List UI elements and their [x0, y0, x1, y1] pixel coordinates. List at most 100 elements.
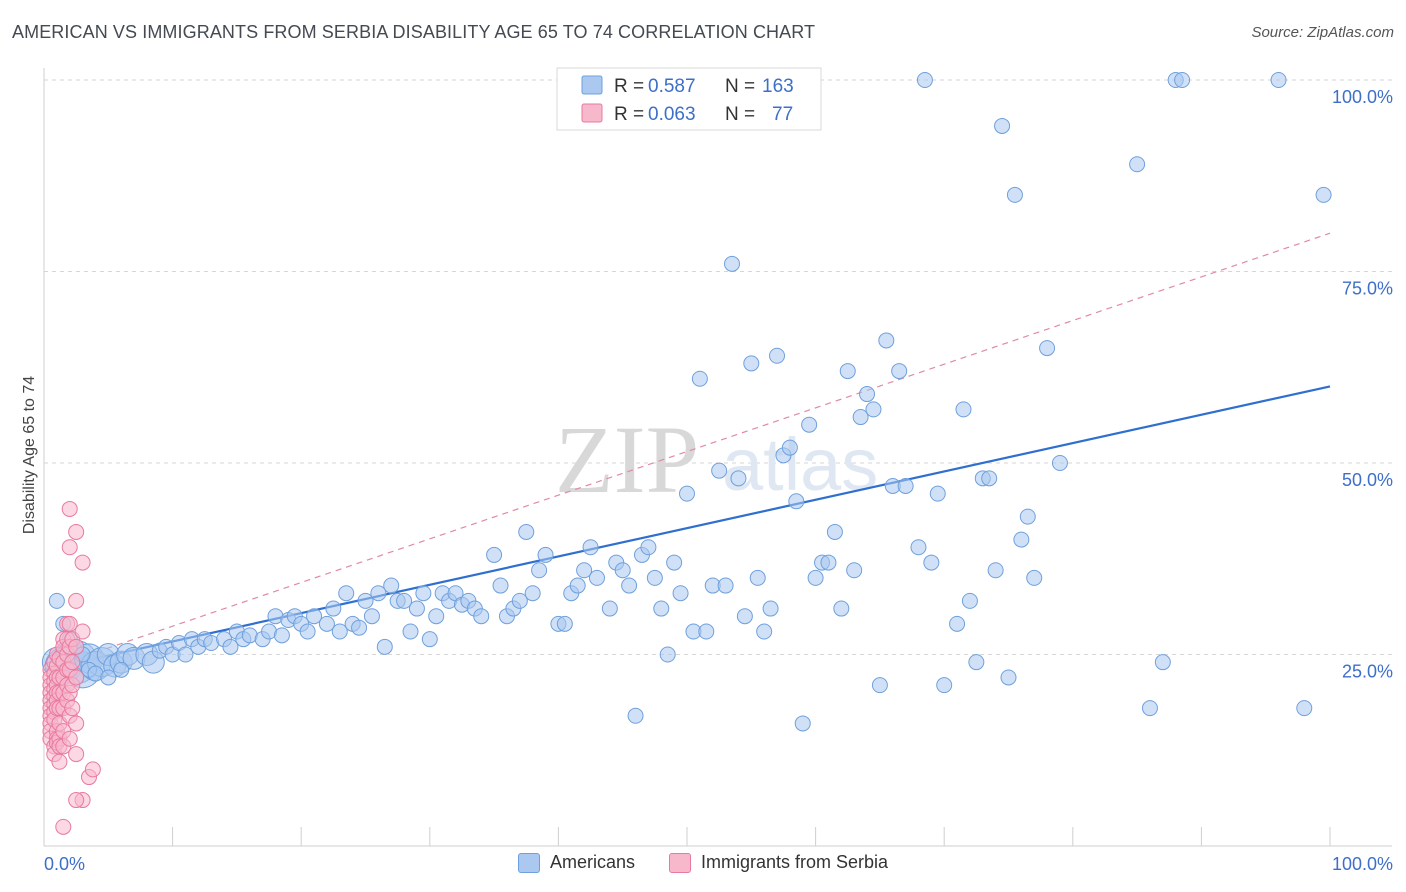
americans-point: [833, 600, 850, 617]
americans-point: [588, 569, 605, 586]
americans-point: [724, 255, 741, 272]
grid-layer: [44, 79, 1392, 655]
americans-point: [376, 638, 393, 655]
y-tick-label-3: 100.0%: [1332, 87, 1393, 107]
americans-point: [222, 638, 239, 655]
serbia-point: [74, 554, 91, 571]
y-axis-label: Disability Age 65 to 74: [21, 376, 38, 534]
americans-point: [949, 615, 966, 632]
americans-point: [1296, 700, 1313, 717]
serbia-point: [51, 753, 68, 770]
americans-point: [807, 569, 824, 586]
americans-point: [878, 332, 895, 349]
americans-point: [769, 347, 786, 364]
americans-point: [717, 577, 734, 594]
americans-point: [351, 619, 368, 636]
americans-point: [100, 669, 117, 686]
americans-point: [338, 585, 355, 602]
americans-point: [531, 562, 548, 579]
americans-point: [743, 355, 760, 372]
americans-point: [1006, 186, 1023, 203]
americans-point: [891, 363, 908, 380]
americans-point: [627, 707, 644, 724]
americans-point: [659, 646, 676, 663]
americans-point: [428, 608, 445, 625]
americans-point: [1154, 654, 1171, 671]
americans-point: [852, 409, 869, 426]
americans-point: [968, 654, 985, 671]
americans-point: [486, 546, 503, 563]
legend-r-label-1: R =: [614, 76, 644, 97]
legend-r-value-2: 0.063: [648, 104, 696, 125]
americans-point: [981, 470, 998, 487]
americans-point: [299, 623, 316, 640]
serbia-point: [61, 500, 78, 517]
serbia-point: [64, 700, 81, 717]
serbia-point: [68, 715, 85, 732]
americans-point: [473, 608, 490, 625]
americans-point: [511, 592, 528, 609]
serbia-point: [61, 730, 78, 747]
americans-point: [749, 569, 766, 586]
americans-point: [994, 117, 1011, 134]
americans-point: [408, 600, 425, 617]
americans-point: [846, 562, 863, 579]
americans-point: [370, 585, 387, 602]
americans-point: [756, 623, 773, 640]
americans-point: [576, 562, 593, 579]
axes-layer: [43, 68, 1392, 847]
americans-point: [357, 592, 374, 609]
serbia-point: [74, 623, 91, 640]
americans-points: [41, 72, 1332, 732]
legend-swatch-serbia: [581, 103, 603, 123]
americans-point: [177, 646, 194, 663]
americans-point: [325, 600, 342, 617]
americans-point: [897, 477, 914, 494]
americans-point: [1141, 700, 1158, 717]
americans-point: [569, 577, 586, 594]
americans-point: [794, 715, 811, 732]
americans-point: [955, 401, 972, 418]
y-tick-label-1: 50.0%: [1342, 470, 1393, 490]
americans-point: [672, 585, 689, 602]
americans-point: [113, 661, 130, 678]
americans-point: [640, 539, 657, 556]
americans-point: [788, 493, 805, 510]
serbia-points: [42, 500, 101, 835]
source-label: Source: ZipAtlas.com: [1251, 24, 1394, 41]
americans-point: [415, 585, 432, 602]
americans-point: [826, 523, 843, 540]
serbia-point: [68, 592, 85, 609]
americans-point: [621, 577, 638, 594]
serbia-point: [68, 669, 85, 686]
watermark-zip: ZIP: [555, 406, 699, 513]
legend-n-label-1: N =: [725, 76, 755, 97]
americans-point: [1026, 569, 1043, 586]
serbia-point: [64, 654, 81, 671]
legend-bottom-swatch-serbia: [668, 852, 691, 873]
serbia-point: [61, 615, 78, 632]
americans-point: [1129, 156, 1146, 173]
serbia-point: [68, 638, 85, 655]
americans-point: [1174, 72, 1191, 88]
americans-point: [331, 623, 348, 640]
serbia-point: [68, 523, 85, 540]
americans-point: [929, 485, 946, 502]
americans-point: [871, 677, 888, 694]
legend-n-value-1: 163: [762, 76, 794, 97]
americans-point: [273, 627, 290, 644]
x-tick-label-1: 100.0%: [1332, 854, 1393, 874]
americans-point: [383, 577, 400, 594]
americans-point: [582, 539, 599, 556]
americans-point: [781, 439, 798, 456]
americans-point: [396, 592, 413, 609]
americans-point: [801, 416, 818, 433]
legend-n-value-2: 77: [772, 104, 793, 125]
americans-point: [518, 523, 535, 540]
americans-point: [1315, 186, 1332, 203]
serbia-point: [68, 792, 85, 809]
americans-point: [666, 554, 683, 571]
legend-r-label-2: R =: [614, 104, 644, 125]
labels-layer: 25.0% 50.0% 75.0% 100.0% 0.0% 100.0%: [44, 87, 1393, 874]
